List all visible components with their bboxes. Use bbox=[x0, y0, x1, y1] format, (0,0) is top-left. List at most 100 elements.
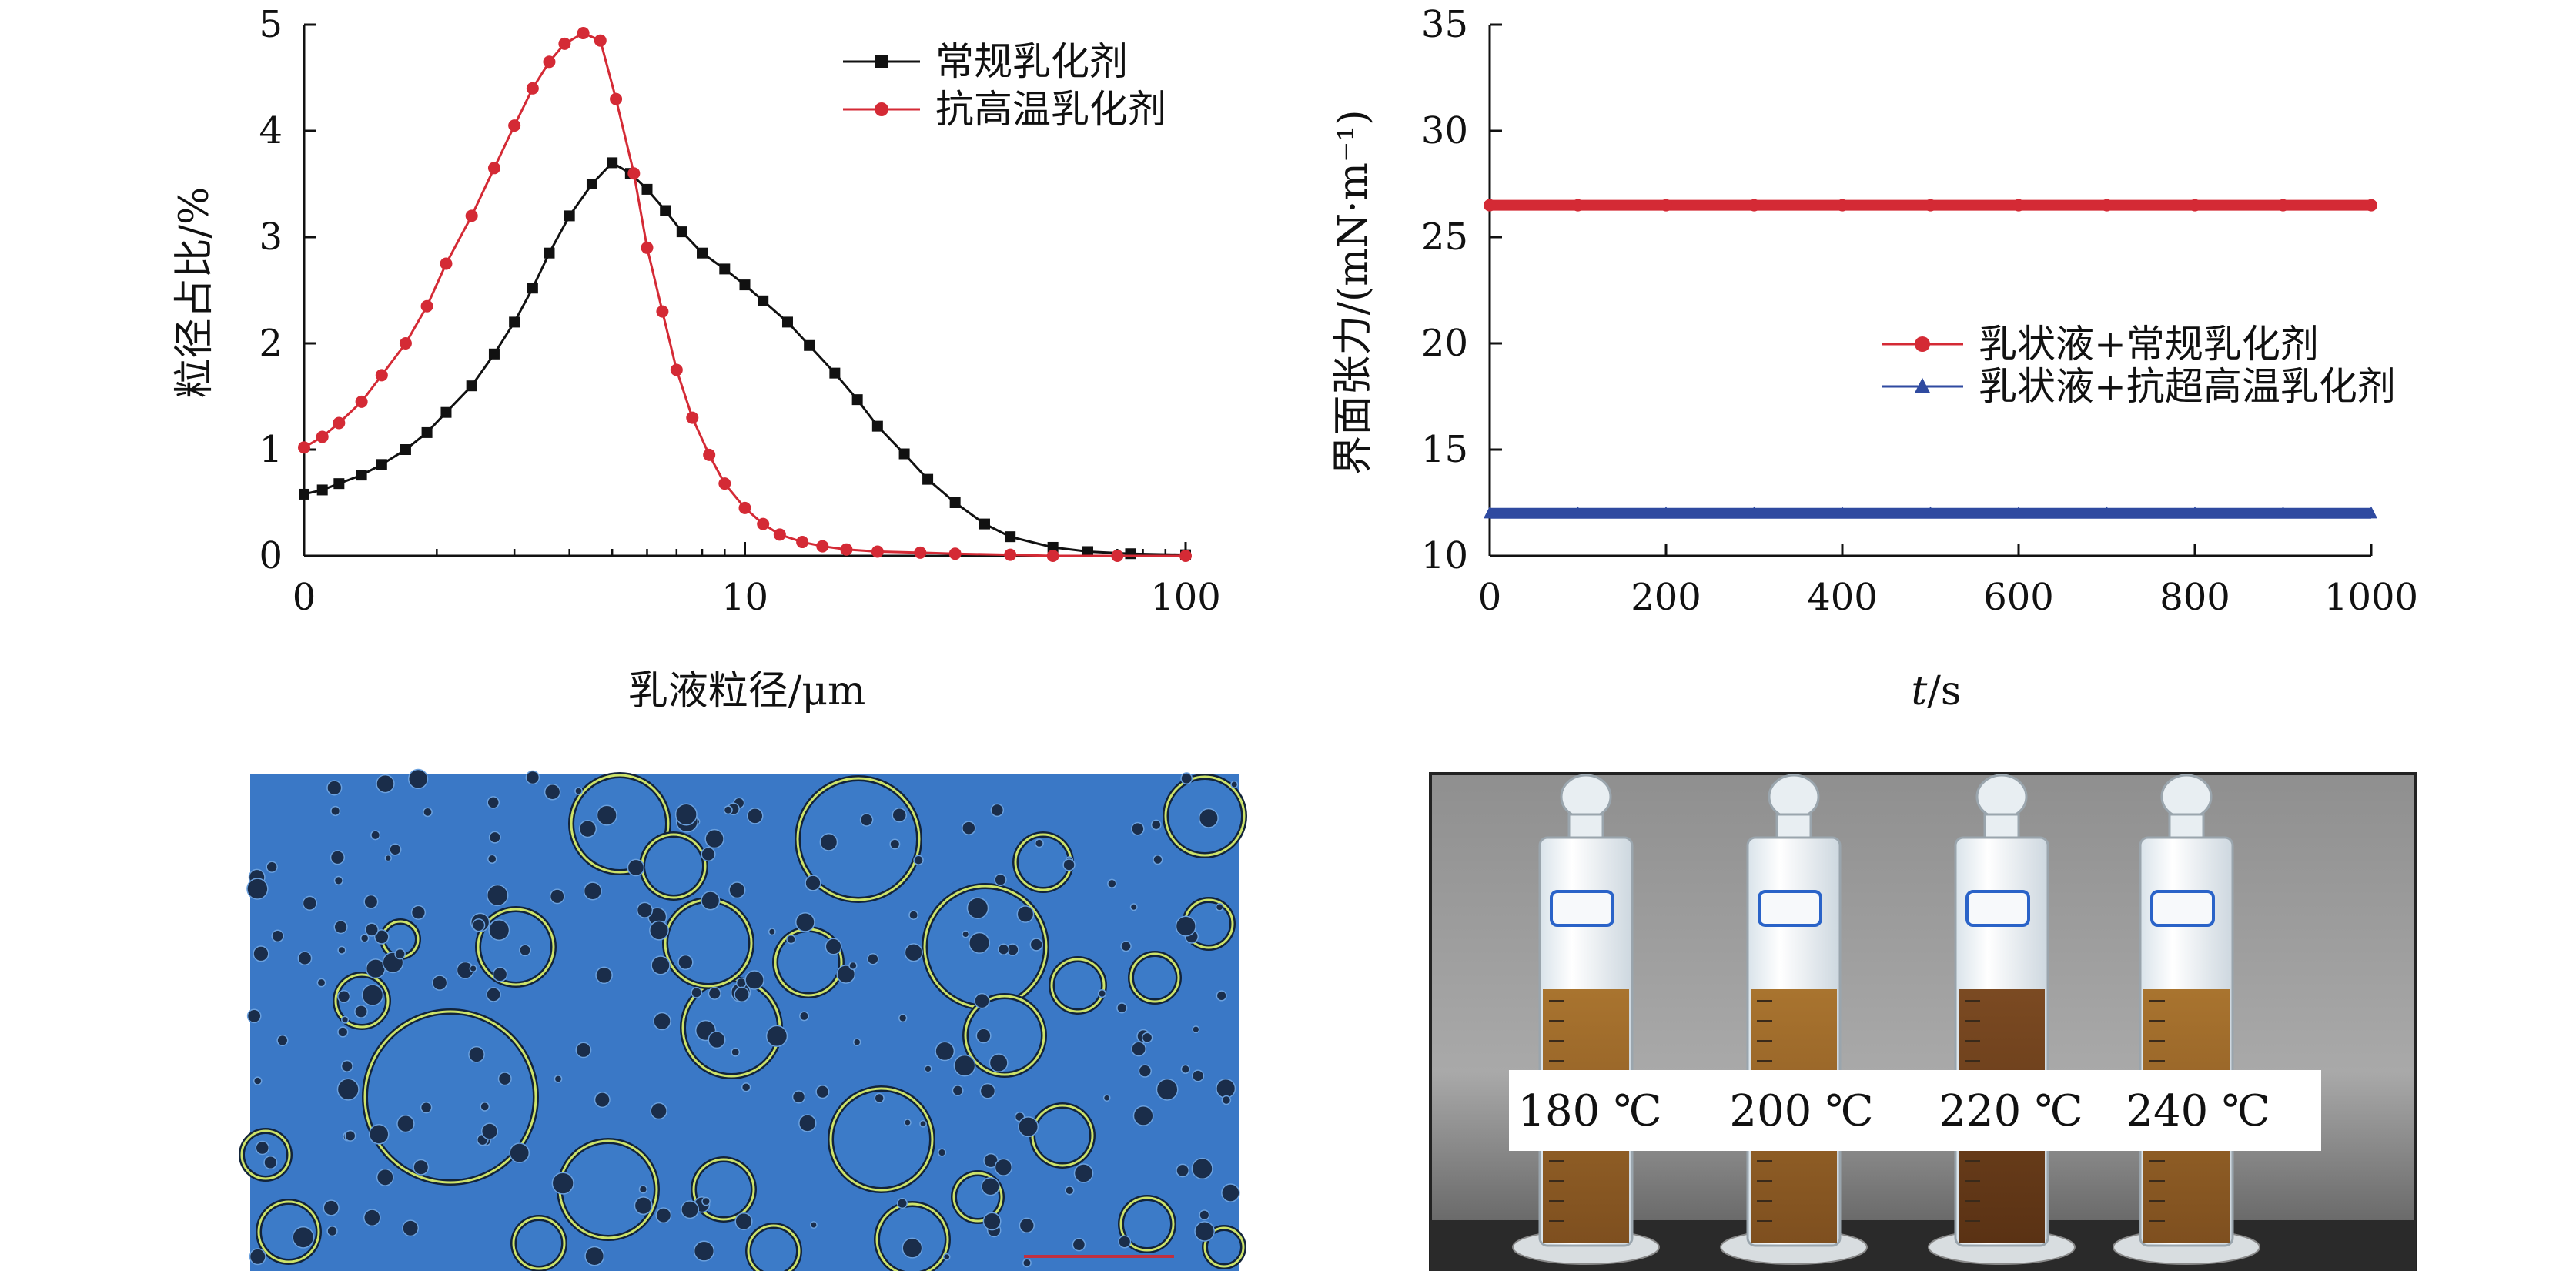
chart1-data-point bbox=[543, 55, 556, 69]
chart2-data-point bbox=[1660, 506, 1672, 519]
droplet-small bbox=[1129, 903, 1138, 911]
chart1-data-point bbox=[656, 305, 669, 318]
droplet-small bbox=[1198, 808, 1219, 828]
droplet-small bbox=[1018, 1116, 1039, 1138]
droplet bbox=[1134, 957, 1176, 998]
droplet-small bbox=[276, 1034, 289, 1046]
droplet-small bbox=[994, 873, 1007, 887]
cylinder-stopper-neck bbox=[1775, 813, 1812, 841]
cylinder-stopper-neck bbox=[1983, 813, 2020, 841]
droplet-small bbox=[798, 1114, 817, 1132]
droplet-small bbox=[653, 1012, 671, 1031]
droplet-small bbox=[982, 1212, 1002, 1231]
chart2-y-tick-label: 30 bbox=[1421, 109, 1468, 152]
chart2-data-point bbox=[2189, 199, 2201, 212]
droplet-small bbox=[407, 768, 429, 790]
droplet bbox=[363, 1010, 537, 1184]
droplet bbox=[747, 1224, 801, 1271]
droplet-small bbox=[791, 1090, 806, 1104]
droplet-small bbox=[867, 952, 879, 965]
droplet-small bbox=[297, 951, 313, 966]
chart2-x-tick-label: 400 bbox=[1807, 576, 1878, 619]
chart1-data-point bbox=[738, 501, 751, 514]
droplet bbox=[368, 1015, 533, 1179]
droplet-small bbox=[423, 807, 433, 818]
droplet-small bbox=[1194, 1221, 1216, 1242]
chart1-data-point bbox=[660, 205, 671, 216]
droplet bbox=[1035, 1109, 1089, 1162]
chart1-data-point bbox=[641, 241, 654, 254]
droplet-small bbox=[734, 986, 750, 1003]
chart1-data-point bbox=[739, 279, 751, 291]
chart1-data-point bbox=[979, 518, 990, 530]
chart2-data-point bbox=[1484, 506, 1496, 519]
droplet-small bbox=[266, 861, 278, 873]
droplet bbox=[240, 1129, 291, 1180]
droplet-small bbox=[691, 987, 703, 998]
chart2-data-point bbox=[1836, 506, 1848, 519]
droplet bbox=[1164, 775, 1246, 857]
droplet-small bbox=[389, 843, 402, 856]
chart1-data-point bbox=[1179, 550, 1192, 562]
emulsion-micrograph bbox=[239, 768, 1247, 1271]
chart1-data-point bbox=[1111, 550, 1124, 562]
droplet-small bbox=[1180, 1064, 1190, 1075]
chart2-y-tick-label: 35 bbox=[1421, 3, 1468, 46]
chart1-data-point bbox=[558, 37, 571, 50]
droplet-small bbox=[1107, 878, 1117, 889]
temp-label-220: 220 ℃ bbox=[1939, 1086, 2083, 1136]
chart2-data-point bbox=[2189, 506, 2201, 519]
cylinder-stopper bbox=[2160, 774, 2213, 820]
droplet bbox=[751, 1229, 796, 1271]
droplet-small bbox=[487, 884, 509, 907]
droplet bbox=[801, 781, 916, 897]
droplet-small bbox=[255, 1140, 270, 1156]
droplet bbox=[686, 982, 777, 1073]
chart1-data-point bbox=[914, 546, 927, 559]
droplet-small bbox=[968, 932, 991, 954]
chart1-data-point bbox=[509, 316, 520, 328]
chart1-data-point bbox=[840, 543, 853, 556]
droplet-small bbox=[487, 854, 497, 865]
chart2-data-point bbox=[2012, 506, 2025, 519]
chart2-y-tick-label: 25 bbox=[1421, 216, 1468, 259]
droplet-small bbox=[1064, 1186, 1075, 1196]
droplet-small bbox=[677, 954, 694, 971]
droplet-small bbox=[913, 855, 924, 865]
droplet-small bbox=[263, 1155, 278, 1170]
chart2-data-point bbox=[2365, 506, 2377, 519]
droplet-small bbox=[544, 784, 561, 801]
cylinder-stopper bbox=[1975, 774, 2028, 820]
droplet bbox=[796, 777, 921, 901]
chart2-x-axis-label: t/s bbox=[1911, 668, 1961, 714]
chart2-data-point bbox=[1924, 199, 1937, 212]
droplet-small bbox=[975, 1028, 992, 1044]
chart2-data-point bbox=[2012, 199, 2025, 212]
droplet-small bbox=[469, 965, 477, 973]
droplet bbox=[692, 1158, 755, 1221]
droplet-small bbox=[892, 807, 907, 823]
droplet-small bbox=[384, 854, 392, 862]
droplet-small bbox=[708, 986, 721, 1000]
chart1-data-point bbox=[440, 406, 452, 418]
droplet-small bbox=[852, 1038, 861, 1046]
droplet-small bbox=[974, 992, 990, 1009]
interfacial-tension-chart: 10 15 20 25 30 35 0 200 400 600 800 1000 t/s 界面张力/(… bbox=[1330, 3, 2418, 714]
droplet bbox=[1019, 838, 1068, 887]
droplet-small bbox=[326, 780, 343, 796]
chart1-data-point bbox=[527, 283, 538, 294]
droplet-small bbox=[989, 1053, 1009, 1073]
droplet-small bbox=[655, 1207, 672, 1224]
chart1-x-axis-label: 乳液粒径/μm bbox=[628, 668, 866, 714]
droplet-small bbox=[341, 1015, 350, 1024]
droplet-small bbox=[575, 1042, 592, 1059]
droplet-small bbox=[634, 1196, 653, 1216]
chart1-data-point bbox=[420, 299, 433, 313]
droplet-small bbox=[1191, 1157, 1213, 1180]
droplet-small bbox=[1022, 1258, 1032, 1268]
chart2-y-tick-label: 15 bbox=[1421, 428, 1468, 471]
droplet bbox=[1119, 1196, 1175, 1252]
chart1-data-point bbox=[851, 394, 863, 406]
droplet bbox=[245, 1134, 286, 1176]
droplet-small bbox=[396, 1114, 415, 1133]
